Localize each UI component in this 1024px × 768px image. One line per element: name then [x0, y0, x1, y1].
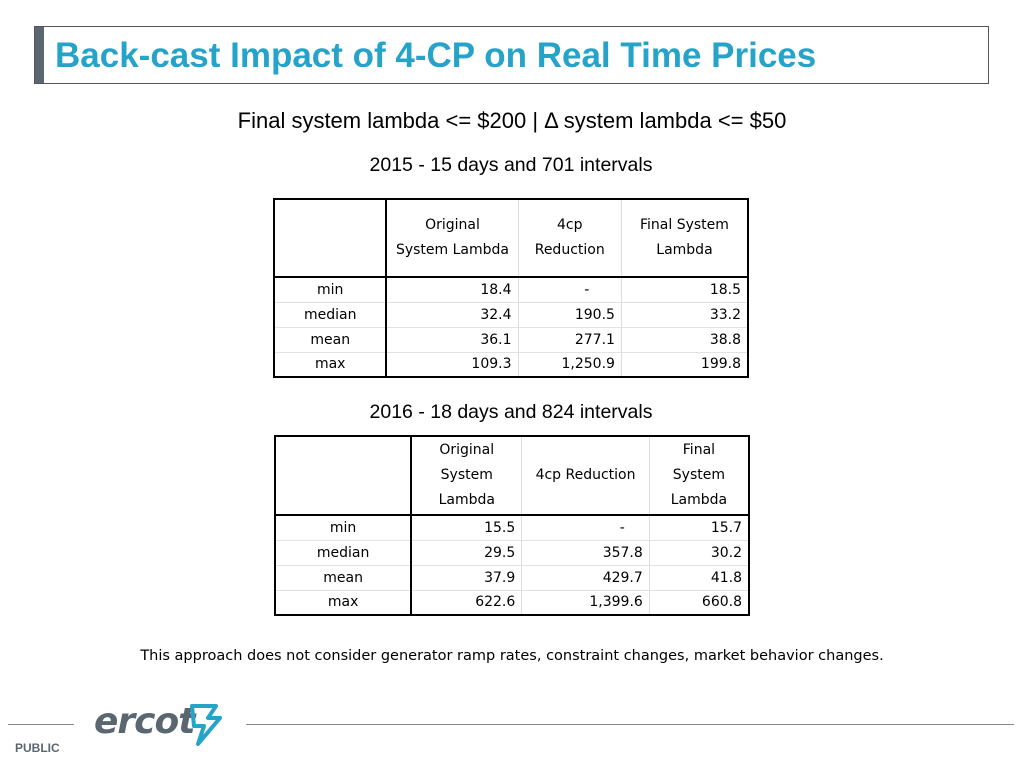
row-label: max — [275, 590, 413, 615]
row-label: min — [274, 277, 388, 303]
logo-wordmark: ercot — [94, 701, 195, 742]
header-cell: Final System Lambda — [649, 436, 749, 516]
ercot-logo: ercot — [94, 700, 234, 748]
table-cell: 199.8 — [700, 356, 741, 373]
table-row: median 29.5 357.8 30.2 — [275, 540, 749, 566]
table-cell: 37.9 — [411, 565, 523, 591]
table-header-row: Original System Lambda 4cp Reduction Final… — [274, 199, 748, 278]
table-row: min 18.4 - 18.5 — [274, 277, 748, 303]
footnote: This approach does not consider generato… — [140, 648, 884, 664]
row-label: median — [274, 302, 388, 328]
header-cell: Original System Lambda — [411, 436, 523, 516]
row-label: mean — [275, 565, 413, 591]
header-cell: 4cp Reduction — [518, 199, 622, 278]
table-row: mean 37.9 429.7 41.8 — [275, 565, 749, 591]
header-cell — [274, 199, 388, 278]
table-cell: 15.5 — [411, 515, 523, 541]
table-2016-label: 2016 - 18 days and 824 intervals — [369, 401, 653, 423]
footer-divider-left — [8, 724, 74, 725]
table-cell: 41.8 — [649, 565, 749, 591]
table-cell: - — [521, 515, 650, 541]
table-cell: 622.6 — [411, 590, 523, 615]
table-row: min 15.5 - 15.7 — [275, 515, 749, 541]
stats-table-2015: Original System Lambda 4cp Reduction Final… — [273, 198, 749, 378]
table-cell: 277.1 — [518, 327, 622, 353]
table-cell: 33.2 — [621, 302, 748, 328]
table-cell: 1,399.6 — [521, 590, 650, 615]
table-cell: 32.4 — [386, 302, 519, 328]
row-label: mean — [274, 327, 388, 353]
header-cell: Final System Lambda — [621, 199, 748, 278]
header-cell: Original System Lambda — [386, 199, 519, 278]
stats-table-2016: Original System Lambda 4cp Reduction Final… — [274, 435, 750, 616]
row-label: min — [275, 515, 413, 541]
slide-subtitle: Final system lambda <= $200 | Δ system l… — [237, 108, 787, 133]
table-2015-label: 2015 - 15 days and 701 intervals — [369, 154, 653, 176]
slide-title: Back-cast Impact of 4-CP on Real Time Pr… — [55, 36, 817, 75]
table-cell: - — [518, 277, 622, 303]
table-cell: 357.8 — [521, 540, 650, 566]
table-cell: 660.8 — [701, 594, 742, 611]
table-cell: 18.5 — [621, 277, 748, 303]
row-label: max — [274, 352, 388, 377]
table-cell: 36.1 — [386, 327, 519, 353]
lightning-bolt-icon — [190, 704, 222, 746]
table-cell: 190.5 — [518, 302, 622, 328]
table-row: median 32.4 190.5 33.2 — [274, 302, 748, 328]
table-cell: 29.5 — [411, 540, 523, 566]
title-accent-bar — [35, 27, 44, 83]
title-box: Back-cast Impact of 4-CP on Real Time Pr… — [34, 26, 989, 84]
table-cell: 38.8 — [621, 327, 748, 353]
table-row: mean 36.1 277.1 38.8 — [274, 327, 748, 353]
classification-label: PUBLIC — [15, 741, 60, 755]
header-cell — [275, 436, 413, 516]
table-cell: 429.7 — [521, 565, 650, 591]
table-cell: 1,250.9 — [518, 352, 622, 377]
table-row: max 622.6 1,399.6 660.8 — [275, 590, 749, 615]
table-cell: 109.3 — [386, 352, 519, 377]
table-cell: 15.7 — [649, 515, 749, 541]
table-cell: 18.4 — [386, 277, 519, 303]
header-cell: 4cp Reduction — [521, 436, 650, 516]
row-label: median — [275, 540, 413, 566]
table-cell: 30.2 — [649, 540, 749, 566]
table-row: max 109.3 1,250.9 199.8 — [274, 352, 748, 377]
table-header-row: Original System Lambda 4cp Reduction Final… — [275, 436, 749, 516]
footer-divider-right — [246, 724, 1014, 725]
